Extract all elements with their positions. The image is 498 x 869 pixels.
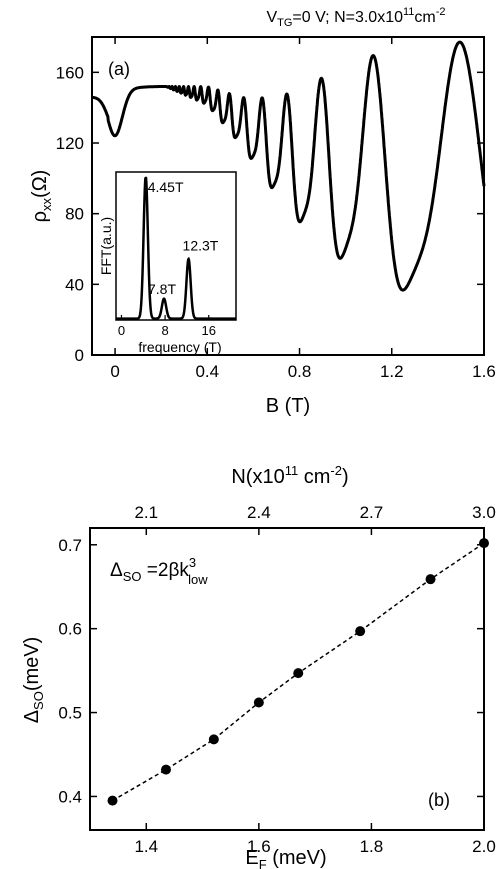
resistivity-curve bbox=[90, 40, 486, 292]
panel-a-label: (a) bbox=[108, 59, 130, 79]
y-tick-label-a: 40 bbox=[65, 275, 84, 294]
plot-a-curve bbox=[90, 40, 486, 292]
inset-x-tick-label: 16 bbox=[201, 323, 215, 338]
x-tick-label-b: 1.4 bbox=[134, 837, 158, 856]
data-point bbox=[160, 764, 171, 775]
inset-curve bbox=[116, 176, 236, 320]
fft-curve bbox=[116, 176, 236, 320]
inset-x-tick-label: 0 bbox=[118, 323, 125, 338]
y-tick-label-a: 0 bbox=[75, 346, 84, 365]
plot-b-fit-line bbox=[112, 542, 485, 802]
x-tick-label-a: 1.2 bbox=[380, 362, 404, 381]
fft-peak-label: 12.3T bbox=[183, 237, 219, 253]
data-point bbox=[355, 626, 366, 637]
y-tick-label-b: 0.4 bbox=[58, 787, 82, 806]
top-x-tick-label-b: 2.4 bbox=[247, 503, 271, 522]
y-axis-label-a: ρxx(Ω) bbox=[29, 170, 54, 223]
x-tick-label-a: 0.8 bbox=[288, 362, 312, 381]
inset-fft: 0 8 16 4.45T 7.8T 12.3T FFT(a.u.) frequency … bbox=[98, 171, 237, 355]
fft-peak-label: 4.45T bbox=[148, 179, 184, 195]
data-point bbox=[479, 538, 489, 549]
inset-x-label: frequency (T) bbox=[138, 339, 221, 355]
inset-x-tick-label: 8 bbox=[161, 323, 168, 338]
y-tick-label-b: 0.7 bbox=[58, 536, 82, 555]
y-tick-label-a: 120 bbox=[56, 134, 84, 153]
fft-peak-label: 7.8T bbox=[148, 281, 176, 297]
plot-a-frame bbox=[91, 36, 485, 356]
data-point bbox=[253, 697, 264, 708]
top-x-tick-label-b: 2.1 bbox=[134, 503, 158, 522]
y-tick-label-a: 80 bbox=[65, 205, 84, 224]
top-x-tick-label-b: 3.0 bbox=[472, 503, 496, 522]
panel-a: VTG=0 V; N=3.0x1011cm-2 0 0.4 0.8 1.2 1.6 0 40… bbox=[29, 6, 496, 417]
x-axis-label-a: B (T) bbox=[266, 395, 310, 417]
x-tick-label-b: 2.0 bbox=[472, 837, 496, 856]
data-point bbox=[425, 574, 436, 585]
inset-frame bbox=[115, 171, 237, 321]
x-tick-label-a: 1.6 bbox=[472, 362, 496, 381]
panel-a-title: VTG=0 V; N=3.0x1011cm-2 bbox=[266, 6, 445, 29]
inset-y-label: FFT(a.u.) bbox=[98, 217, 114, 275]
plot-b-ticks: 1.4 1.6 1.8 2.0 0.4 0.5 0.6 0.7 2.1 2.4 2.7 3.0 bbox=[58, 503, 495, 856]
x-axis-label-b: EF (meV) bbox=[245, 847, 326, 869]
x-tick-label-b: 1.8 bbox=[360, 837, 384, 856]
y-tick-label-b: 0.6 bbox=[58, 620, 82, 639]
plot-b-frame bbox=[89, 527, 485, 831]
inset-annotations: 4.45T 7.8T 12.3T bbox=[148, 179, 219, 297]
data-point bbox=[107, 795, 118, 806]
fit-line bbox=[112, 542, 485, 802]
panel-b: N(x1011 cm-2) 1.4 1.6 1.8 2.0 0.4 0.5 0.6 0.7 2.… bbox=[21, 463, 496, 869]
x-tick-label-a: 0.4 bbox=[195, 362, 219, 381]
y-tick-label-b: 0.5 bbox=[58, 704, 82, 723]
x-tick-label-a: 0 bbox=[110, 362, 119, 381]
data-point bbox=[208, 734, 219, 745]
top-x-tick-label-b: 2.7 bbox=[360, 503, 384, 522]
top-x-axis-label-b: N(x1011 cm-2) bbox=[231, 463, 348, 488]
x-tick-label-b: 1.6 bbox=[247, 837, 271, 856]
data-point bbox=[293, 668, 304, 679]
plot-b-points bbox=[107, 538, 489, 806]
y-tick-label-a: 160 bbox=[56, 63, 84, 82]
panel-b-label: (b) bbox=[428, 790, 450, 810]
formula-label: ΔSO =2βk3 low bbox=[110, 555, 208, 587]
y-axis-label-b: ΔSO(meV) bbox=[21, 637, 46, 724]
